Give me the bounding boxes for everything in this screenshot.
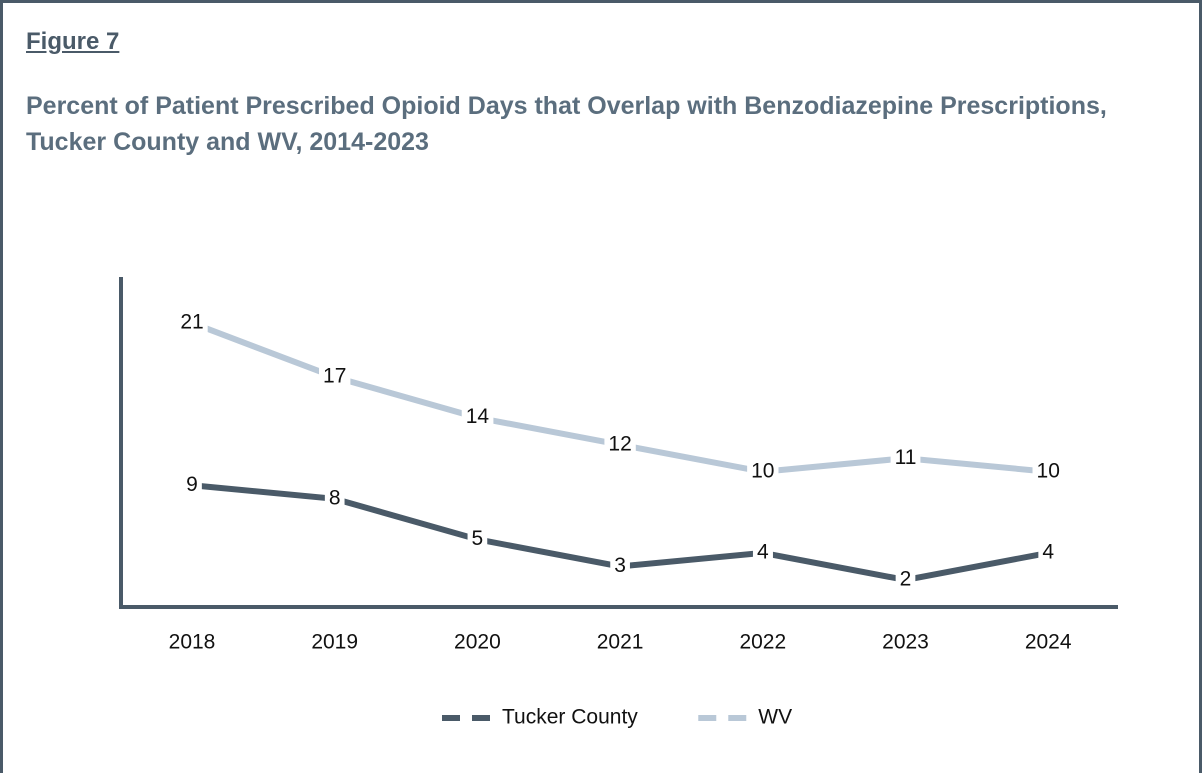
data-label: 10 [751, 459, 774, 482]
chart-title: Percent of Patient Prescribed Opioid Day… [26, 92, 1107, 156]
data-label-group: 9 [182, 472, 202, 496]
data-label-group: 3 [610, 553, 630, 577]
data-label-group: 2 [895, 567, 916, 591]
legend-label: Tucker County [502, 706, 638, 729]
x-tick-label: 2018 [169, 631, 216, 654]
data-label: 11 [895, 446, 917, 469]
x-tick-label: 2022 [739, 631, 786, 654]
data-label-bg [890, 445, 921, 469]
x-tick-label: 2023 [882, 631, 929, 654]
data-label: 8 [329, 486, 341, 509]
data-label: 14 [466, 405, 490, 428]
x-tick-label: 2024 [1025, 631, 1072, 654]
data-label-bg [182, 472, 202, 496]
data-label-bg [895, 567, 916, 591]
data-label-group: 14 [461, 405, 494, 429]
data-label: 4 [757, 540, 769, 563]
x-tick-label: 2019 [311, 631, 358, 654]
data-label-group: 21 [176, 310, 208, 334]
data-label: 9 [186, 473, 198, 496]
data-label-group: 12 [604, 432, 636, 456]
figure-label: Figure 7 [26, 28, 120, 55]
data-label: 5 [472, 527, 484, 550]
data-label: 10 [1037, 459, 1060, 482]
data-label-bg [467, 526, 488, 550]
data-label: 3 [614, 554, 626, 577]
data-label-bg [752, 540, 773, 564]
data-label-group: 11 [890, 445, 921, 469]
data-label-group: 17 [319, 364, 351, 388]
data-label: 21 [180, 311, 203, 334]
data-label-group: 10 [747, 459, 779, 483]
data-label-bg [610, 553, 630, 577]
data-label-group: 4 [1038, 540, 1059, 564]
data-label-bg [324, 486, 345, 510]
legend-label: WV [758, 706, 792, 729]
data-label: 2 [900, 567, 912, 590]
x-tick-label: 2021 [597, 631, 644, 654]
data-label: 17 [323, 365, 346, 388]
data-label-bg [176, 310, 208, 334]
x-tick-label: 2020 [454, 631, 501, 654]
data-label-bg [319, 364, 351, 388]
data-label-bg [747, 459, 779, 483]
data-label-bg [1038, 540, 1059, 564]
data-label-group: 5 [467, 526, 488, 550]
data-label: 4 [1042, 540, 1054, 563]
data-label-group: 4 [752, 540, 773, 564]
data-label-group: 10 [1032, 459, 1064, 483]
data-label-bg [604, 432, 636, 456]
data-label-group: 8 [324, 486, 345, 510]
data-label-bg [1032, 459, 1064, 483]
data-label: 12 [608, 432, 631, 455]
data-label-bg [461, 405, 494, 429]
